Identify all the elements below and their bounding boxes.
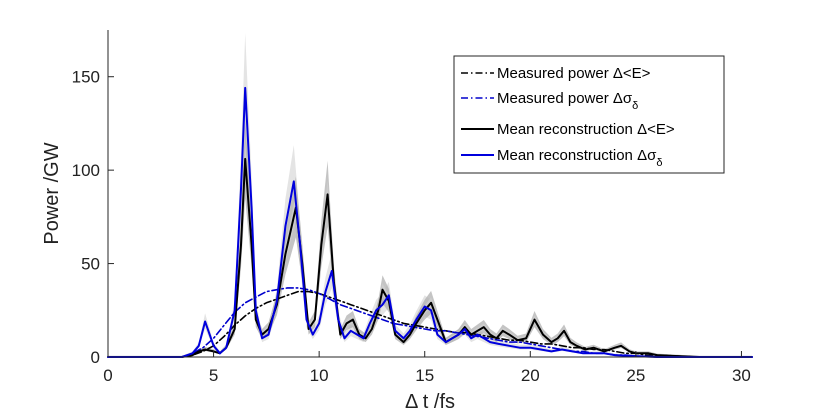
series-line-3 — [107, 86, 753, 358]
x-tick-label: 20 — [521, 366, 540, 385]
legend-label-0: Measured power Δ<E> — [497, 65, 651, 82]
legend-label-text: Mean reconstruction Δ<E> — [497, 121, 675, 138]
x-tick-label: 15 — [415, 366, 434, 385]
series-layer — [107, 86, 753, 358]
legend-label-subscript: δ — [656, 157, 662, 169]
legend-label-text: Mean reconstruction Δσ — [497, 147, 657, 164]
series-line-0 — [107, 290, 753, 358]
y-tick-label: 150 — [72, 68, 100, 87]
legend-label-2: Mean reconstruction Δ<E> — [497, 121, 675, 138]
x-tick-label: 0 — [103, 366, 112, 385]
legend-label-1: Measured power Δσδ — [497, 90, 638, 112]
legend-box — [453, 55, 725, 174]
x-tick-label: 10 — [310, 366, 329, 385]
legend: Measured power Δ<E>Measured power ΔσδMea… — [453, 55, 725, 174]
legend-label-3: Mean reconstruction Δσδ — [497, 147, 662, 169]
y-tick-label: 50 — [81, 255, 100, 274]
legend-label-text: Measured power Δσ — [497, 90, 633, 107]
y-axis-label: Power /GW — [41, 142, 63, 244]
x-tick-label: 25 — [626, 366, 645, 385]
legend-label-text: Measured power Δ<E> — [497, 65, 651, 82]
x-tick-label: 30 — [732, 366, 751, 385]
x-axis-label: Δ t /fs — [405, 391, 455, 413]
legend-label-subscript: δ — [632, 100, 638, 112]
y-tick-label: 100 — [72, 161, 100, 180]
y-tick-label: 0 — [91, 348, 100, 367]
x-tick-label: 5 — [209, 366, 218, 385]
axes: 0 5 10 15 20 25 30 0 50 100 150 Δ t /fs Power /GW — [41, 30, 752, 413]
